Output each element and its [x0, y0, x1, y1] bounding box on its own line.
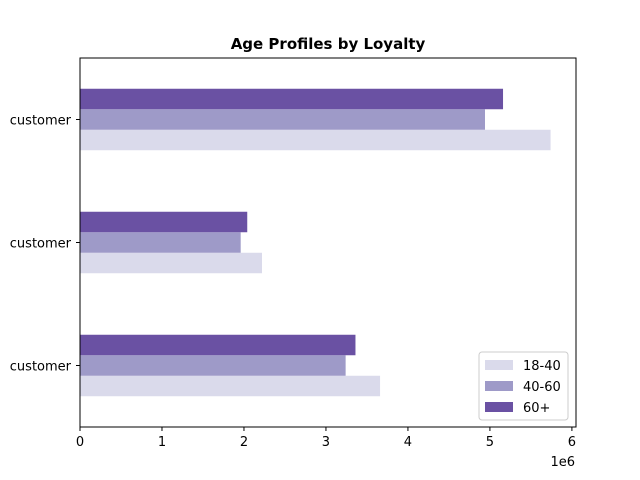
bar-18-40-1	[80, 252, 263, 274]
x-scale-label: 1e6	[550, 455, 575, 470]
x-tick-label: 1	[158, 435, 166, 450]
legend-swatch-18-40	[485, 360, 513, 370]
bar-40-60-2	[80, 109, 485, 130]
bar-18-40-0	[80, 375, 381, 397]
bar-60+-2	[80, 88, 504, 110]
bar-40-60-1	[80, 232, 241, 253]
y-tick-label: customer	[10, 114, 72, 129]
chart-title: Age Profiles by Loyalty	[231, 35, 426, 53]
x-tick-label: 0	[76, 435, 84, 450]
legend-label-40-60: 40-60	[523, 380, 561, 395]
bar-60+-0	[80, 334, 356, 356]
x-tick-label: 5	[486, 435, 494, 450]
y-tick-label: customer	[10, 360, 72, 375]
legend-swatch-40-60	[485, 381, 513, 391]
x-tick-label: 4	[404, 435, 412, 450]
bar-60+-1	[80, 211, 248, 233]
bar-18-40-2	[80, 129, 551, 151]
legend-label-60+: 60+	[523, 401, 550, 416]
bar-40-60-0	[80, 355, 346, 376]
y-tick-label: customer	[10, 237, 72, 252]
y-axis: customer customer customer	[10, 114, 80, 375]
legend: 18-40 40-60 60+	[478, 351, 569, 421]
x-axis: 0 1 2 3 4 5 6	[76, 427, 576, 450]
x-tick-label: 3	[322, 435, 330, 450]
legend-swatch-60+	[485, 402, 513, 412]
x-tick-label: 2	[240, 435, 248, 450]
x-tick-label: 6	[568, 435, 576, 450]
legend-label-18-40: 18-40	[523, 359, 561, 374]
bars-layer	[80, 88, 551, 397]
